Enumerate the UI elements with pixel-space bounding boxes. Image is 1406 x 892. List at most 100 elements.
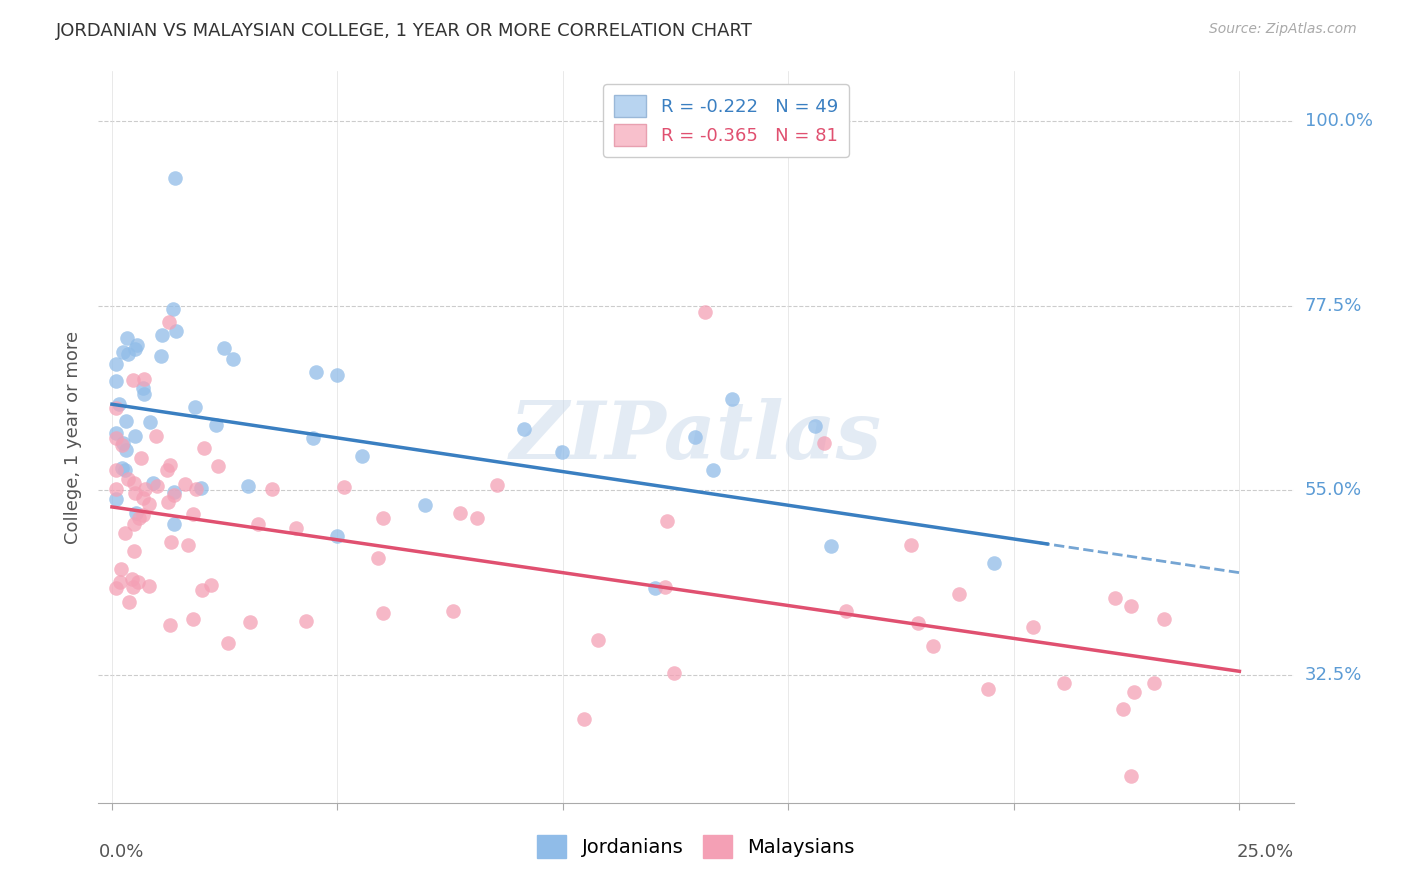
Point: [114, 463, 136, 477]
Point: [1053, 676, 1076, 690]
Point: [163, 516, 186, 531]
Point: [371, 606, 394, 620]
Point: [159, 618, 181, 632]
Point: [155, 463, 177, 477]
Point: [239, 615, 262, 630]
Point: [190, 481, 212, 495]
Point: [820, 540, 842, 554]
Point: [117, 347, 139, 361]
Point: [159, 458, 181, 472]
Point: [184, 482, 207, 496]
Text: 25.0%: 25.0%: [1236, 843, 1294, 861]
Point: [165, 324, 187, 338]
Point: [122, 544, 145, 558]
Point: [129, 450, 152, 465]
Point: [121, 581, 143, 595]
Point: [125, 506, 148, 520]
Point: [465, 510, 488, 524]
Point: [683, 430, 706, 444]
Point: [183, 507, 205, 521]
Point: [1153, 612, 1175, 626]
Point: [184, 400, 207, 414]
Point: [295, 614, 318, 628]
Point: [1111, 702, 1133, 716]
Point: [304, 365, 326, 379]
Point: [132, 508, 155, 523]
Point: [160, 534, 183, 549]
Point: [157, 315, 180, 329]
Text: 100.0%: 100.0%: [1305, 112, 1372, 129]
Point: [193, 441, 215, 455]
Point: [644, 581, 666, 595]
Point: [105, 491, 128, 506]
Text: JORDANIAN VS MALAYSIAN COLLEGE, 1 YEAR OR MORE CORRELATION CHART: JORDANIAN VS MALAYSIAN COLLEGE, 1 YEAR O…: [56, 22, 754, 40]
Point: [124, 486, 146, 500]
Point: [1119, 768, 1142, 782]
Text: 77.5%: 77.5%: [1305, 296, 1362, 315]
Point: [217, 636, 239, 650]
Point: [173, 476, 195, 491]
Point: [236, 478, 259, 492]
Point: [191, 583, 214, 598]
Point: [907, 616, 929, 631]
Point: [118, 595, 141, 609]
Point: [105, 425, 128, 440]
Point: [1022, 620, 1045, 634]
Point: [122, 373, 145, 387]
Point: [1143, 675, 1166, 690]
Point: [177, 538, 200, 552]
Point: [132, 381, 155, 395]
Point: [121, 572, 143, 586]
Point: [132, 372, 155, 386]
Point: [181, 611, 204, 625]
Point: [162, 301, 184, 316]
Point: [105, 431, 128, 445]
Point: [721, 392, 744, 406]
Point: [977, 682, 1000, 697]
Point: [367, 550, 389, 565]
Point: [105, 357, 128, 371]
Point: [922, 640, 945, 654]
Point: [112, 344, 135, 359]
Text: Source: ZipAtlas.com: Source: ZipAtlas.com: [1209, 22, 1357, 37]
Point: [134, 482, 156, 496]
Point: [117, 472, 139, 486]
Point: [108, 397, 131, 411]
Y-axis label: College, 1 year or more: College, 1 year or more: [65, 331, 83, 543]
Point: [115, 331, 138, 345]
Point: [654, 580, 676, 594]
Point: [110, 562, 132, 576]
Point: [108, 574, 131, 589]
Text: ZIPatlas: ZIPatlas: [510, 399, 882, 475]
Point: [124, 343, 146, 357]
Point: [333, 479, 356, 493]
Point: [371, 510, 394, 524]
Point: [165, 170, 187, 185]
Point: [813, 435, 835, 450]
Point: [352, 449, 374, 463]
Point: [1104, 591, 1126, 605]
Text: 55.0%: 55.0%: [1305, 482, 1362, 500]
Point: [695, 305, 717, 319]
Point: [150, 327, 173, 342]
Point: [212, 341, 235, 355]
Point: [112, 436, 135, 450]
Point: [662, 665, 685, 680]
Point: [114, 526, 136, 541]
Point: [900, 538, 922, 552]
Point: [655, 515, 678, 529]
Point: [586, 632, 609, 647]
Point: [156, 495, 179, 509]
Point: [163, 485, 186, 500]
Point: [1119, 599, 1142, 613]
Point: [105, 374, 128, 388]
Point: [105, 462, 128, 476]
Point: [835, 604, 858, 618]
Point: [127, 575, 149, 590]
Point: [551, 445, 574, 459]
Point: [105, 401, 128, 416]
Text: 32.5%: 32.5%: [1305, 666, 1362, 684]
Point: [128, 511, 150, 525]
Point: [326, 529, 349, 543]
Point: [105, 483, 128, 497]
